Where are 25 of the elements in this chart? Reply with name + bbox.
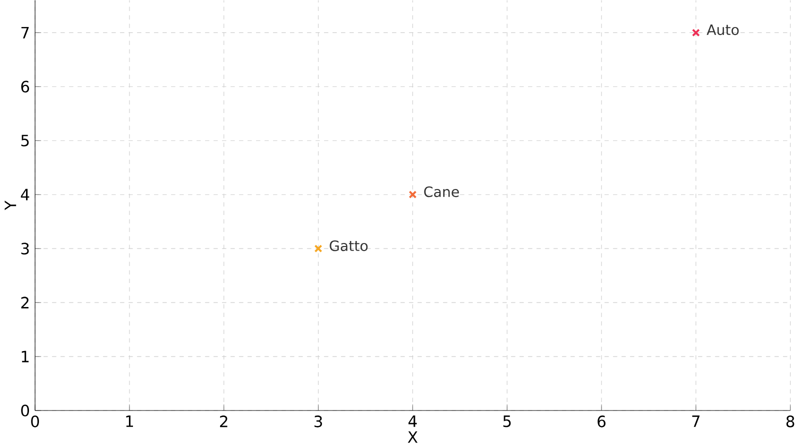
x-tick-label: 3 (314, 415, 322, 428)
x-tick-label: 7 (692, 415, 700, 427)
y-axis-title: Y (4, 200, 16, 210)
y-tick-label: 6 (21, 80, 30, 92)
x-tick-label: 8 (786, 415, 794, 428)
series-label: Gatto (330, 240, 368, 251)
x-tick-label: 2 (220, 415, 228, 427)
x-tick-label: 5 (503, 415, 511, 427)
y-tick-label: 1 (22, 350, 29, 362)
point (692, 28, 700, 36)
x-axis-title: X (408, 431, 418, 443)
y-tick-label: 4 (20, 188, 30, 200)
point (408, 190, 417, 198)
y-tick-label: 3 (21, 242, 29, 254)
y-tick-label: 2 (21, 296, 28, 308)
x-tick-label: 4 (408, 415, 417, 427)
series-label: Cane (424, 186, 459, 197)
point (314, 244, 322, 252)
series-label: Auto (706, 24, 739, 35)
y-tick-label: 0 (21, 404, 30, 416)
y-tick-label: 5 (21, 134, 29, 146)
x-tick-label: 1 (126, 415, 133, 427)
x-tick-label: 6 (598, 415, 606, 428)
x-tick-label: 0 (31, 415, 39, 428)
y-tick-label: 7 (21, 26, 29, 38)
